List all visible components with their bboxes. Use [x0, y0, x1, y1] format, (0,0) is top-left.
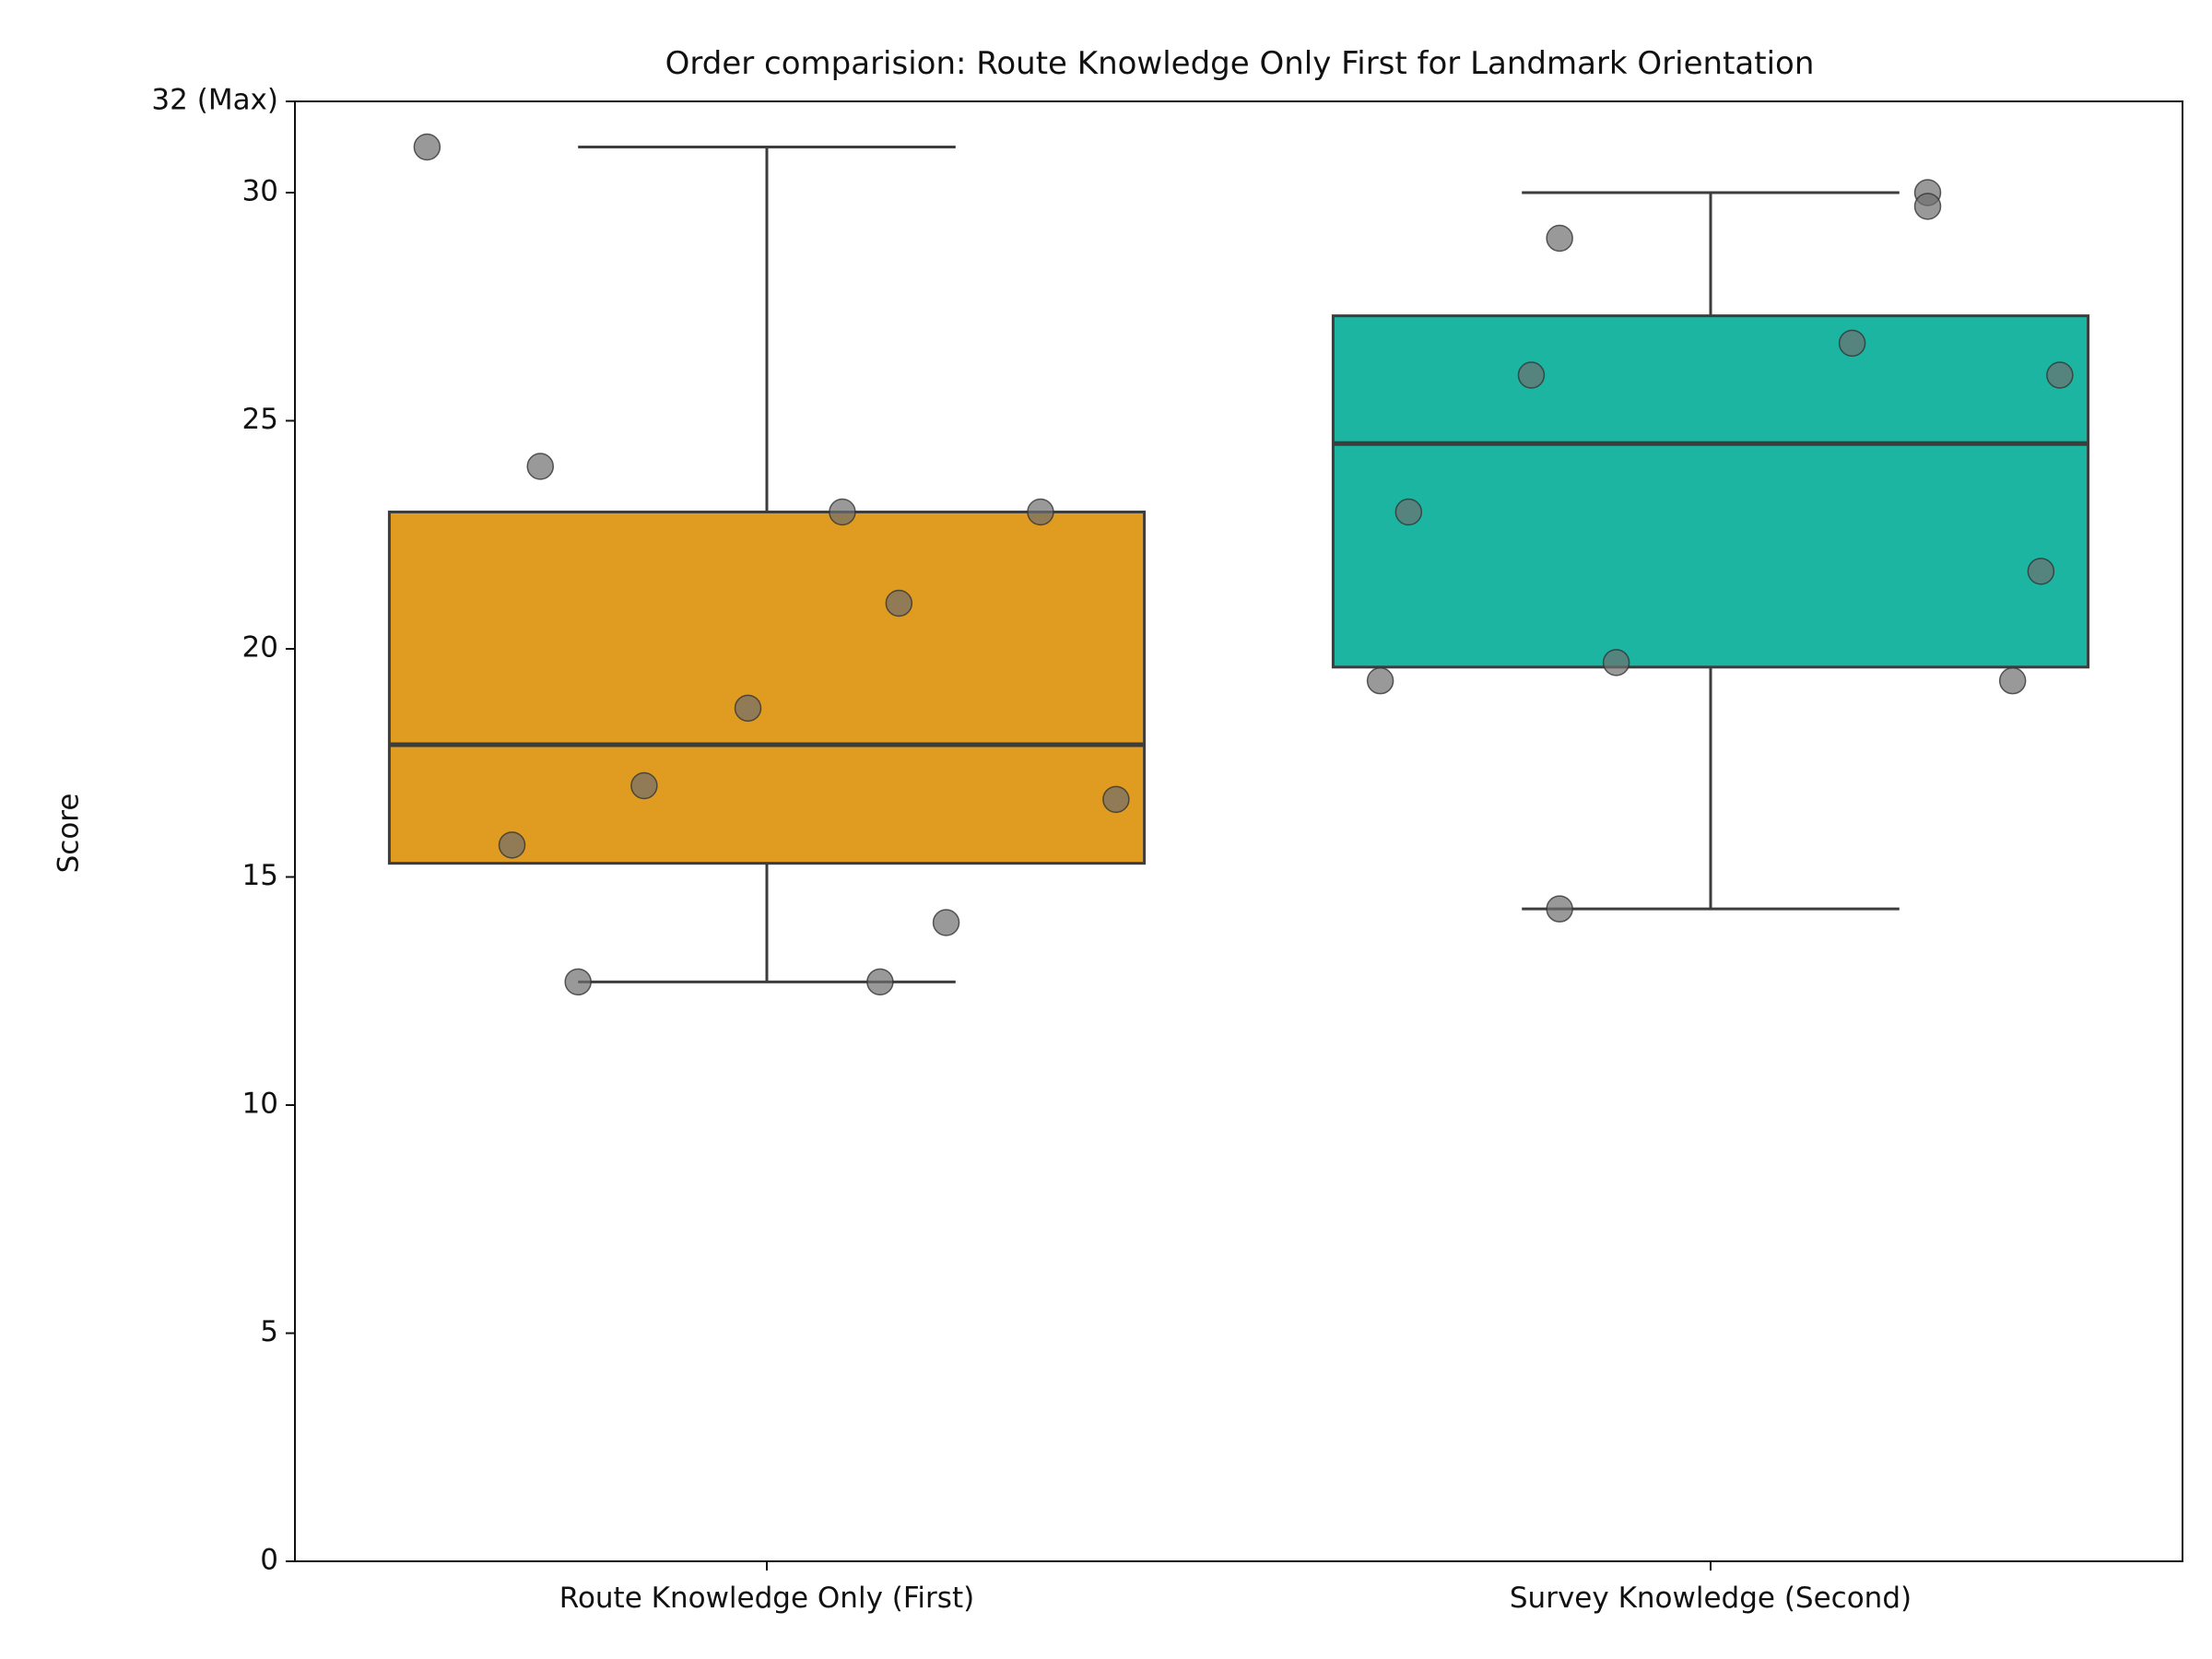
data-point — [1546, 895, 1573, 923]
data-point — [526, 453, 554, 480]
data-point — [734, 694, 762, 723]
data-point — [1602, 649, 1630, 677]
data-point — [413, 133, 441, 161]
data-point — [866, 968, 894, 996]
y-axis-label: Score — [53, 794, 86, 874]
data-point — [829, 498, 856, 526]
data-point — [630, 771, 658, 800]
plot-area: 0 5 10 15 20 25 30 32 (Max) Route Knowledge Only… — [151, 84, 2090, 1615]
data-point — [1838, 329, 1866, 358]
data-point — [2046, 361, 2074, 389]
y-tick-label: 5 — [260, 1315, 278, 1348]
data-point — [2027, 558, 2055, 585]
x-tick-label: Route Knowledge Only (First) — [559, 1582, 974, 1615]
y-tick-label: 30 — [242, 175, 278, 208]
y-tick-label: 0 — [260, 1544, 278, 1577]
data-point — [564, 968, 592, 996]
data-point — [1998, 666, 2027, 695]
data-point — [1546, 224, 1573, 253]
data-point — [1102, 785, 1130, 814]
data-point — [885, 589, 913, 618]
x-tick-label: Survey Knowledge (Second) — [1510, 1582, 1912, 1615]
data-point — [1517, 361, 1546, 389]
data-point — [1913, 193, 1942, 220]
data-point — [1394, 498, 1423, 526]
chart-title: Order comparision: Route Knowledge Only … — [665, 45, 1815, 82]
data-point — [1027, 498, 1054, 526]
data-point — [932, 909, 960, 936]
data-point — [498, 831, 526, 859]
y-tick-label: 15 — [242, 859, 278, 892]
box-body — [387, 511, 1147, 865]
y-tick-label: 25 — [242, 403, 278, 436]
data-point — [1366, 666, 1394, 695]
y-tick-label: 20 — [242, 631, 278, 665]
y-tick-label: 10 — [242, 1088, 278, 1121]
y-tick-label: 32 (Max) — [151, 84, 278, 117]
plot-frame — [294, 100, 2183, 1562]
box-body — [1331, 314, 2090, 669]
